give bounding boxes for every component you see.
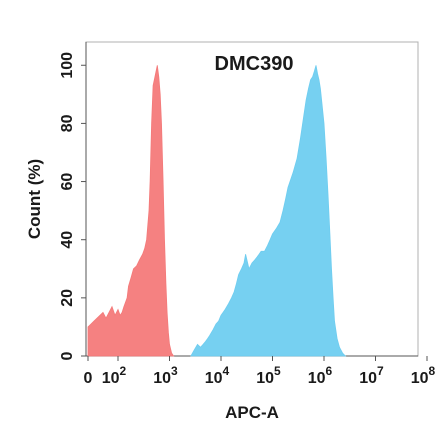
y-tick-label-5: 100 — [59, 52, 76, 79]
x-tick-label-5: 106 — [308, 364, 333, 387]
x-tick-label-7: 108 — [411, 364, 436, 387]
chart-title: DMC390 — [215, 53, 294, 75]
x-tick-label-6: 107 — [359, 364, 384, 387]
x-axis-label: APC-A — [225, 403, 279, 422]
histogram-series-2 — [190, 65, 347, 357]
y-tick-label-3: 60 — [59, 173, 76, 191]
x-tick-label-4: 105 — [256, 364, 281, 387]
series-layer — [87, 65, 347, 357]
y-tick-label-1: 20 — [59, 289, 76, 307]
y-tick-label-0: 0 — [59, 351, 76, 360]
y-tick-label-4: 80 — [59, 114, 76, 132]
x-tick-label-0: 0 — [84, 370, 93, 387]
histogram-series-1 — [87, 65, 175, 357]
y-axis-label: Count (%) — [25, 159, 44, 239]
x-tick-label-3: 104 — [205, 364, 230, 387]
x-tick-label-1: 102 — [102, 364, 127, 387]
y-tick-label-2: 40 — [59, 231, 76, 249]
x-tick-label-2: 103 — [153, 364, 178, 387]
